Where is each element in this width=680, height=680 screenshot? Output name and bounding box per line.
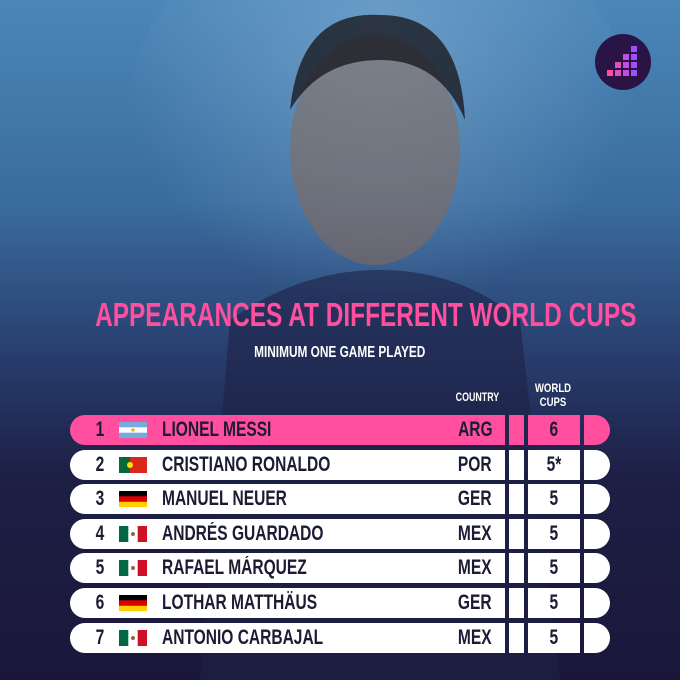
flag-icon	[119, 525, 147, 547]
rank: 3	[95, 487, 105, 511]
country-code: ARG	[457, 418, 493, 441]
table-row: 5 RAFAEL MÁRQUEZ MEX 5	[70, 553, 610, 584]
world-cups-count: 6	[549, 418, 559, 441]
player-name: LIONEL MESSI	[162, 418, 272, 441]
world-cups: 5	[528, 588, 580, 618]
country-code: GER	[458, 591, 492, 614]
world-cups-count: 5	[549, 521, 559, 545]
table-row: 3 MANUEL NEUER GER 5	[70, 484, 610, 515]
player-name: MANUEL NEUER	[162, 487, 287, 511]
subtitle-text: MINIMUM ONE GAME PLAYED	[254, 344, 426, 361]
flag	[119, 560, 147, 577]
row-segment	[509, 622, 524, 653]
row-segment	[528, 553, 580, 584]
column-header: WORLD CUPS	[530, 381, 576, 409]
world-cups-count: 5	[549, 556, 559, 580]
country: MEX	[445, 519, 505, 549]
row-segment	[528, 518, 580, 549]
flag-icon	[119, 491, 147, 512]
header-text: COUNTRY	[455, 390, 499, 404]
player-name: LOTHAR MATTHÄUS	[162, 591, 318, 614]
country: MEX	[445, 553, 505, 583]
world-cups: 5	[528, 519, 580, 549]
table-row: 7 ANTONIO CARBAJAL MEX 5	[70, 622, 610, 653]
world-cups: 5*	[528, 450, 580, 480]
flag-icon	[119, 456, 147, 478]
flag	[119, 456, 147, 473]
world-cups-count: 5	[549, 625, 559, 649]
flag	[119, 422, 147, 438]
player-name: ANTONIO CARBAJAL	[162, 625, 324, 649]
country-code: MEX	[458, 521, 492, 545]
row-segment	[509, 553, 524, 584]
column-header: COUNTRY	[445, 390, 509, 404]
title: APPEARANCES AT DIFFERENT WORLD CUPS	[0, 296, 680, 334]
table-row: 1 LIONEL MESSI ARG 6	[70, 415, 610, 445]
header-text: WORLD CUPS	[534, 381, 572, 409]
world-cups-count: 5*	[546, 452, 562, 476]
player-name: CRISTIANO RONALDO	[162, 452, 331, 476]
row-segment	[584, 622, 610, 653]
row-segment	[584, 449, 610, 480]
logo	[595, 34, 651, 90]
country-code: MEX	[458, 556, 492, 580]
flag-icon	[119, 595, 147, 616]
row-segment	[584, 415, 610, 445]
rank: 1	[95, 418, 105, 441]
row-segment	[528, 622, 580, 653]
rank: 7	[95, 625, 105, 649]
world-cups: 5	[528, 484, 580, 514]
player-name: ANDRÉS GUARDADO	[162, 521, 324, 545]
country-code: MEX	[458, 625, 492, 649]
row-segment	[509, 484, 524, 515]
world-cups-count: 5	[549, 591, 559, 614]
title-text: APPEARANCES AT DIFFERENT WORLD CUPS	[95, 296, 637, 333]
row-segment	[509, 588, 524, 618]
flag	[119, 491, 147, 508]
world-cups: 6	[528, 415, 580, 445]
table-row: 6 LOTHAR MATTHÄUS GER 5	[70, 588, 610, 618]
country: ARG	[445, 415, 505, 445]
country: GER	[445, 484, 505, 514]
flag	[119, 595, 147, 611]
rank: 2	[95, 452, 105, 476]
player-name: RAFAEL MÁRQUEZ	[162, 556, 307, 580]
rank: 4	[95, 521, 105, 545]
flag	[119, 525, 147, 542]
table-row: 4 ANDRÉS GUARDADO MEX 5	[70, 518, 610, 549]
flag-icon	[119, 629, 147, 651]
row-segment	[509, 449, 524, 480]
rank: 5	[95, 556, 105, 580]
country: GER	[445, 588, 505, 618]
row-segment	[509, 415, 524, 445]
row-segment	[509, 518, 524, 549]
flag-icon	[119, 560, 147, 581]
rank: 6	[95, 591, 105, 614]
country-code: GER	[458, 487, 492, 511]
row-segment	[584, 588, 610, 618]
table-row: 2 CRISTIANO RONALDO POR 5*	[70, 449, 610, 480]
row-segment	[528, 449, 580, 480]
row-segment	[584, 484, 610, 515]
country-code: POR	[458, 452, 492, 476]
row-segment	[584, 518, 610, 549]
subtitle: MINIMUM ONE GAME PLAYED	[0, 344, 680, 362]
world-cups: 5	[528, 623, 580, 653]
row-segment	[584, 553, 610, 584]
country: MEX	[445, 623, 505, 653]
flag	[119, 629, 147, 646]
flag-icon	[119, 422, 147, 443]
world-cups: 5	[528, 553, 580, 583]
world-cups-count: 5	[549, 487, 559, 511]
country: POR	[445, 450, 505, 480]
row-segment	[528, 415, 580, 445]
row-segment	[528, 588, 580, 618]
row-segment	[528, 484, 580, 515]
